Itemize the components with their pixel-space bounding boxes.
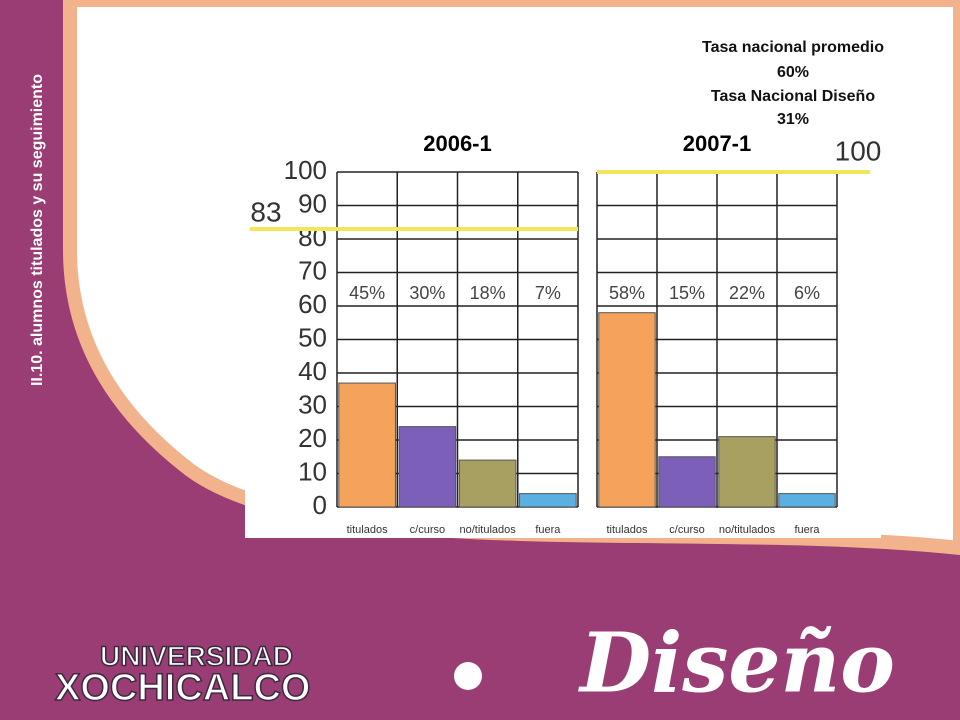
annotations: Tasa nacional promedio 60% Tasa Nacional…: [702, 39, 884, 128]
x-tick-label: no/titulados: [719, 524, 776, 536]
bar: [658, 456, 716, 508]
x-tick-label: fuera: [535, 524, 561, 536]
chart-title: 2006-1: [423, 131, 492, 156]
bar: [778, 493, 836, 508]
logo-line1: UNIVERSIDAD: [100, 640, 293, 671]
x-tick-label: fuera: [794, 524, 820, 536]
share-label: 7%: [535, 283, 561, 303]
y-tick-label: 60: [298, 289, 327, 319]
y-tick-label: 40: [298, 356, 327, 386]
x-tick-label: c/curso: [669, 524, 704, 536]
y-tick-label: 90: [298, 188, 327, 218]
x-tick-label: c/curso: [410, 524, 445, 536]
x-tick-label: titulados: [607, 524, 648, 536]
share-label: 22%: [729, 283, 765, 303]
y-tick-label: 10: [298, 456, 327, 486]
x-tick-label: titulados: [347, 524, 388, 536]
bar: [718, 436, 776, 508]
bar: [598, 312, 656, 508]
annotation: 60%: [777, 64, 809, 81]
share-label: 15%: [669, 283, 705, 303]
share-label: 18%: [470, 283, 506, 303]
bar: [338, 382, 396, 508]
y-tick-label: 0: [313, 490, 327, 520]
share-label: 6%: [794, 283, 820, 303]
sidebar-title: II.10. alumnos titulados y su seguimient…: [29, 74, 46, 386]
annotation: Tasa Nacional Diseño: [711, 88, 875, 105]
share-label: 45%: [349, 283, 385, 303]
bar: [458, 459, 517, 508]
y-tick-label: 50: [298, 322, 327, 352]
x-tick-label: no/titulados: [459, 524, 516, 536]
chart-title: 2007-1: [683, 131, 752, 156]
y-tick-label: 100: [284, 155, 327, 185]
annotation: Tasa nacional promedio: [702, 39, 884, 56]
brand: Diseño: [578, 615, 895, 711]
y-tick-label: 20: [298, 423, 327, 453]
bar: [398, 426, 457, 508]
share-label: 58%: [609, 283, 645, 303]
logo-line2: XOCHICALCO: [55, 667, 310, 709]
annotation: 31%: [777, 111, 809, 128]
bar: [519, 493, 577, 508]
y-tick-label: 70: [298, 255, 327, 285]
reference-label: 100: [835, 135, 882, 166]
y-tick-label: 80: [298, 222, 327, 252]
bullet: [454, 662, 482, 690]
share-label: 30%: [409, 283, 445, 303]
reference-label: 83: [250, 196, 281, 227]
y-tick-label: 30: [298, 389, 327, 419]
